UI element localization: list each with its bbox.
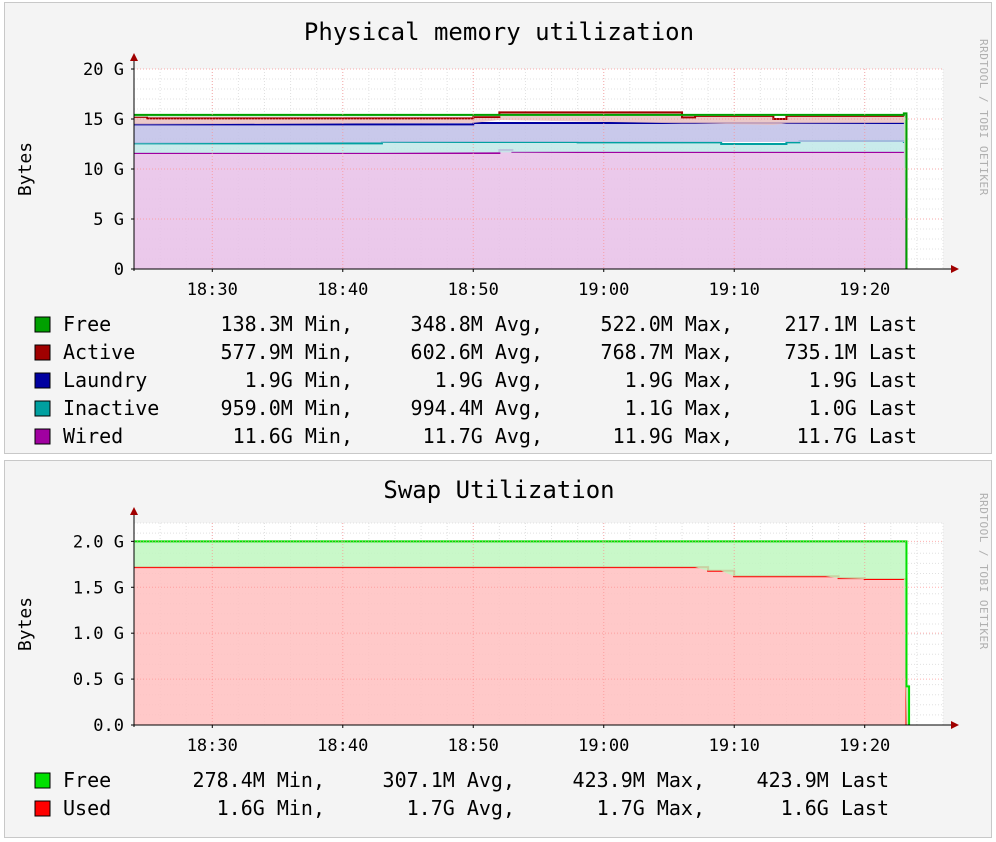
x-tick-label: 19:10 (709, 736, 760, 756)
legend-max-wired: 11.9G Max, (613, 424, 733, 448)
y-tick-label: 0 (114, 260, 124, 280)
legend-swatch-free (34, 316, 51, 333)
y-tick-label: 1.5 G (73, 578, 124, 598)
legend-min-inactive: 959.0M Min, (221, 396, 353, 420)
y-axis-label: Bytes (15, 142, 36, 196)
x-axis-arrow (951, 265, 959, 273)
legend-avg-wired: 11.7G Avg, (423, 424, 543, 448)
series-line-free (134, 540, 911, 725)
y-axis-arrow (130, 507, 138, 515)
y-tick-label: 5 G (93, 210, 124, 230)
legend-last-active: 735.1M Last (785, 340, 917, 364)
y-axis-label: Bytes (15, 597, 36, 651)
x-tick-label: 18:50 (448, 736, 499, 756)
legend-max-free: 522.0M Max, (601, 312, 733, 336)
legend-name-free: Free (63, 768, 111, 792)
y-tick-label: 1.0 G (73, 624, 124, 644)
legend-avg-active: 602.6M Avg, (411, 340, 543, 364)
x-tick-label: 18:40 (317, 280, 368, 300)
x-tick-label: 19:20 (839, 280, 890, 300)
series-layer (134, 111, 908, 270)
y-axis-arrow (130, 53, 138, 61)
x-tick-label: 18:50 (448, 280, 499, 300)
legend-min-free: 278.4M Min, (193, 768, 325, 792)
watermark-label: RRDTOOL / TOBI OETIKER (977, 39, 990, 196)
legend-min-free: 138.3M Min, (221, 312, 353, 336)
legend-max-active: 768.7M Max, (601, 340, 733, 364)
y-tick-label: 10 G (83, 160, 124, 180)
legend-avg-used: 1.7G Avg, (407, 796, 515, 820)
x-tick-label: 19:20 (839, 736, 890, 756)
legend-min-active: 577.9M Min, (221, 340, 353, 364)
legend-swatch-inactive (34, 400, 51, 417)
series-area-laundry (134, 123, 907, 269)
legend-max-inactive: 1.1G Max, (625, 396, 733, 420)
legend-min-used: 1.6G Min, (217, 796, 325, 820)
watermark-label: RRDTOOL / TOBI OETIKER (977, 493, 990, 650)
legend-name-wired: Wired (63, 424, 123, 448)
major-grid (134, 68, 943, 270)
legend-last-free: 423.9M Last (757, 768, 889, 792)
legend-name-free: Free (63, 312, 111, 336)
legend-avg-inactive: 994.4M Avg, (411, 396, 543, 420)
chart-title: Physical memory utilization (304, 18, 694, 46)
legend-avg-laundry: 1.9G Avg, (435, 368, 543, 392)
memory-graph: Physical memory utilization RRDTOOL / TOB… (15, 18, 990, 448)
legend-avg-free: 348.8M Avg, (411, 312, 543, 336)
series-area-free (134, 541, 910, 725)
legend-min-wired: 11.6G Min, (233, 424, 353, 448)
legend-swatch-laundry (34, 372, 51, 389)
legend-max-used: 1.7G Max, (597, 796, 705, 820)
legend-min-laundry: 1.9G Min, (245, 368, 353, 392)
y-tick-label: 2.0 G (73, 532, 124, 552)
legend-last-laundry: 1.9G Last (809, 368, 917, 392)
legend-avg-free: 307.1M Avg, (383, 768, 515, 792)
series-layer (134, 540, 911, 725)
swap-graph-panel: Swap Utilization RRDTOOL / TOBI OETIKER By… (4, 460, 992, 838)
x-tick-label: 19:00 (578, 280, 629, 300)
legend-last-inactive: 1.0G Last (809, 396, 917, 420)
y-tick-label: 15 G (83, 110, 124, 130)
swap-graph: Swap Utilization RRDTOOL / TOBI OETIKER By… (15, 476, 990, 820)
y-tick-label: 0.5 G (73, 670, 124, 690)
x-tick-label: 19:00 (578, 736, 629, 756)
legend-last-wired: 11.7G Last (797, 424, 917, 448)
legend-swatch-active (34, 344, 51, 361)
major-grid (134, 523, 943, 726)
series-line-free (134, 112, 908, 269)
legend-name-used: Used (63, 796, 111, 820)
x-tick-label: 18:40 (317, 736, 368, 756)
series-area-used (134, 567, 907, 725)
x-tick-label: 18:30 (187, 280, 238, 300)
legend-name-active: Active (63, 340, 135, 364)
legend-max-free: 423.9M Max, (573, 768, 705, 792)
x-tick-label: 19:10 (709, 280, 760, 300)
x-axis-arrow (951, 721, 959, 729)
legend-swatch-used (34, 800, 51, 817)
legend-name-laundry: Laundry (63, 368, 147, 392)
legend-swatch-free (34, 772, 51, 789)
legend-name-inactive: Inactive (63, 396, 159, 420)
x-tick-label: 18:30 (187, 736, 238, 756)
series-area-wired (134, 150, 907, 269)
chart-title: Swap Utilization (383, 476, 614, 504)
legend-swatch-wired (34, 428, 51, 445)
y-tick-label: 0.0 (93, 716, 124, 736)
memory-graph-panel: Physical memory utilization RRDTOOL / TOB… (4, 2, 992, 454)
legend-last-used: 1.6G Last (781, 796, 889, 820)
y-tick-label: 20 G (83, 60, 124, 80)
legend-max-laundry: 1.9G Max, (625, 368, 733, 392)
legend-last-free: 217.1M Last (785, 312, 917, 336)
